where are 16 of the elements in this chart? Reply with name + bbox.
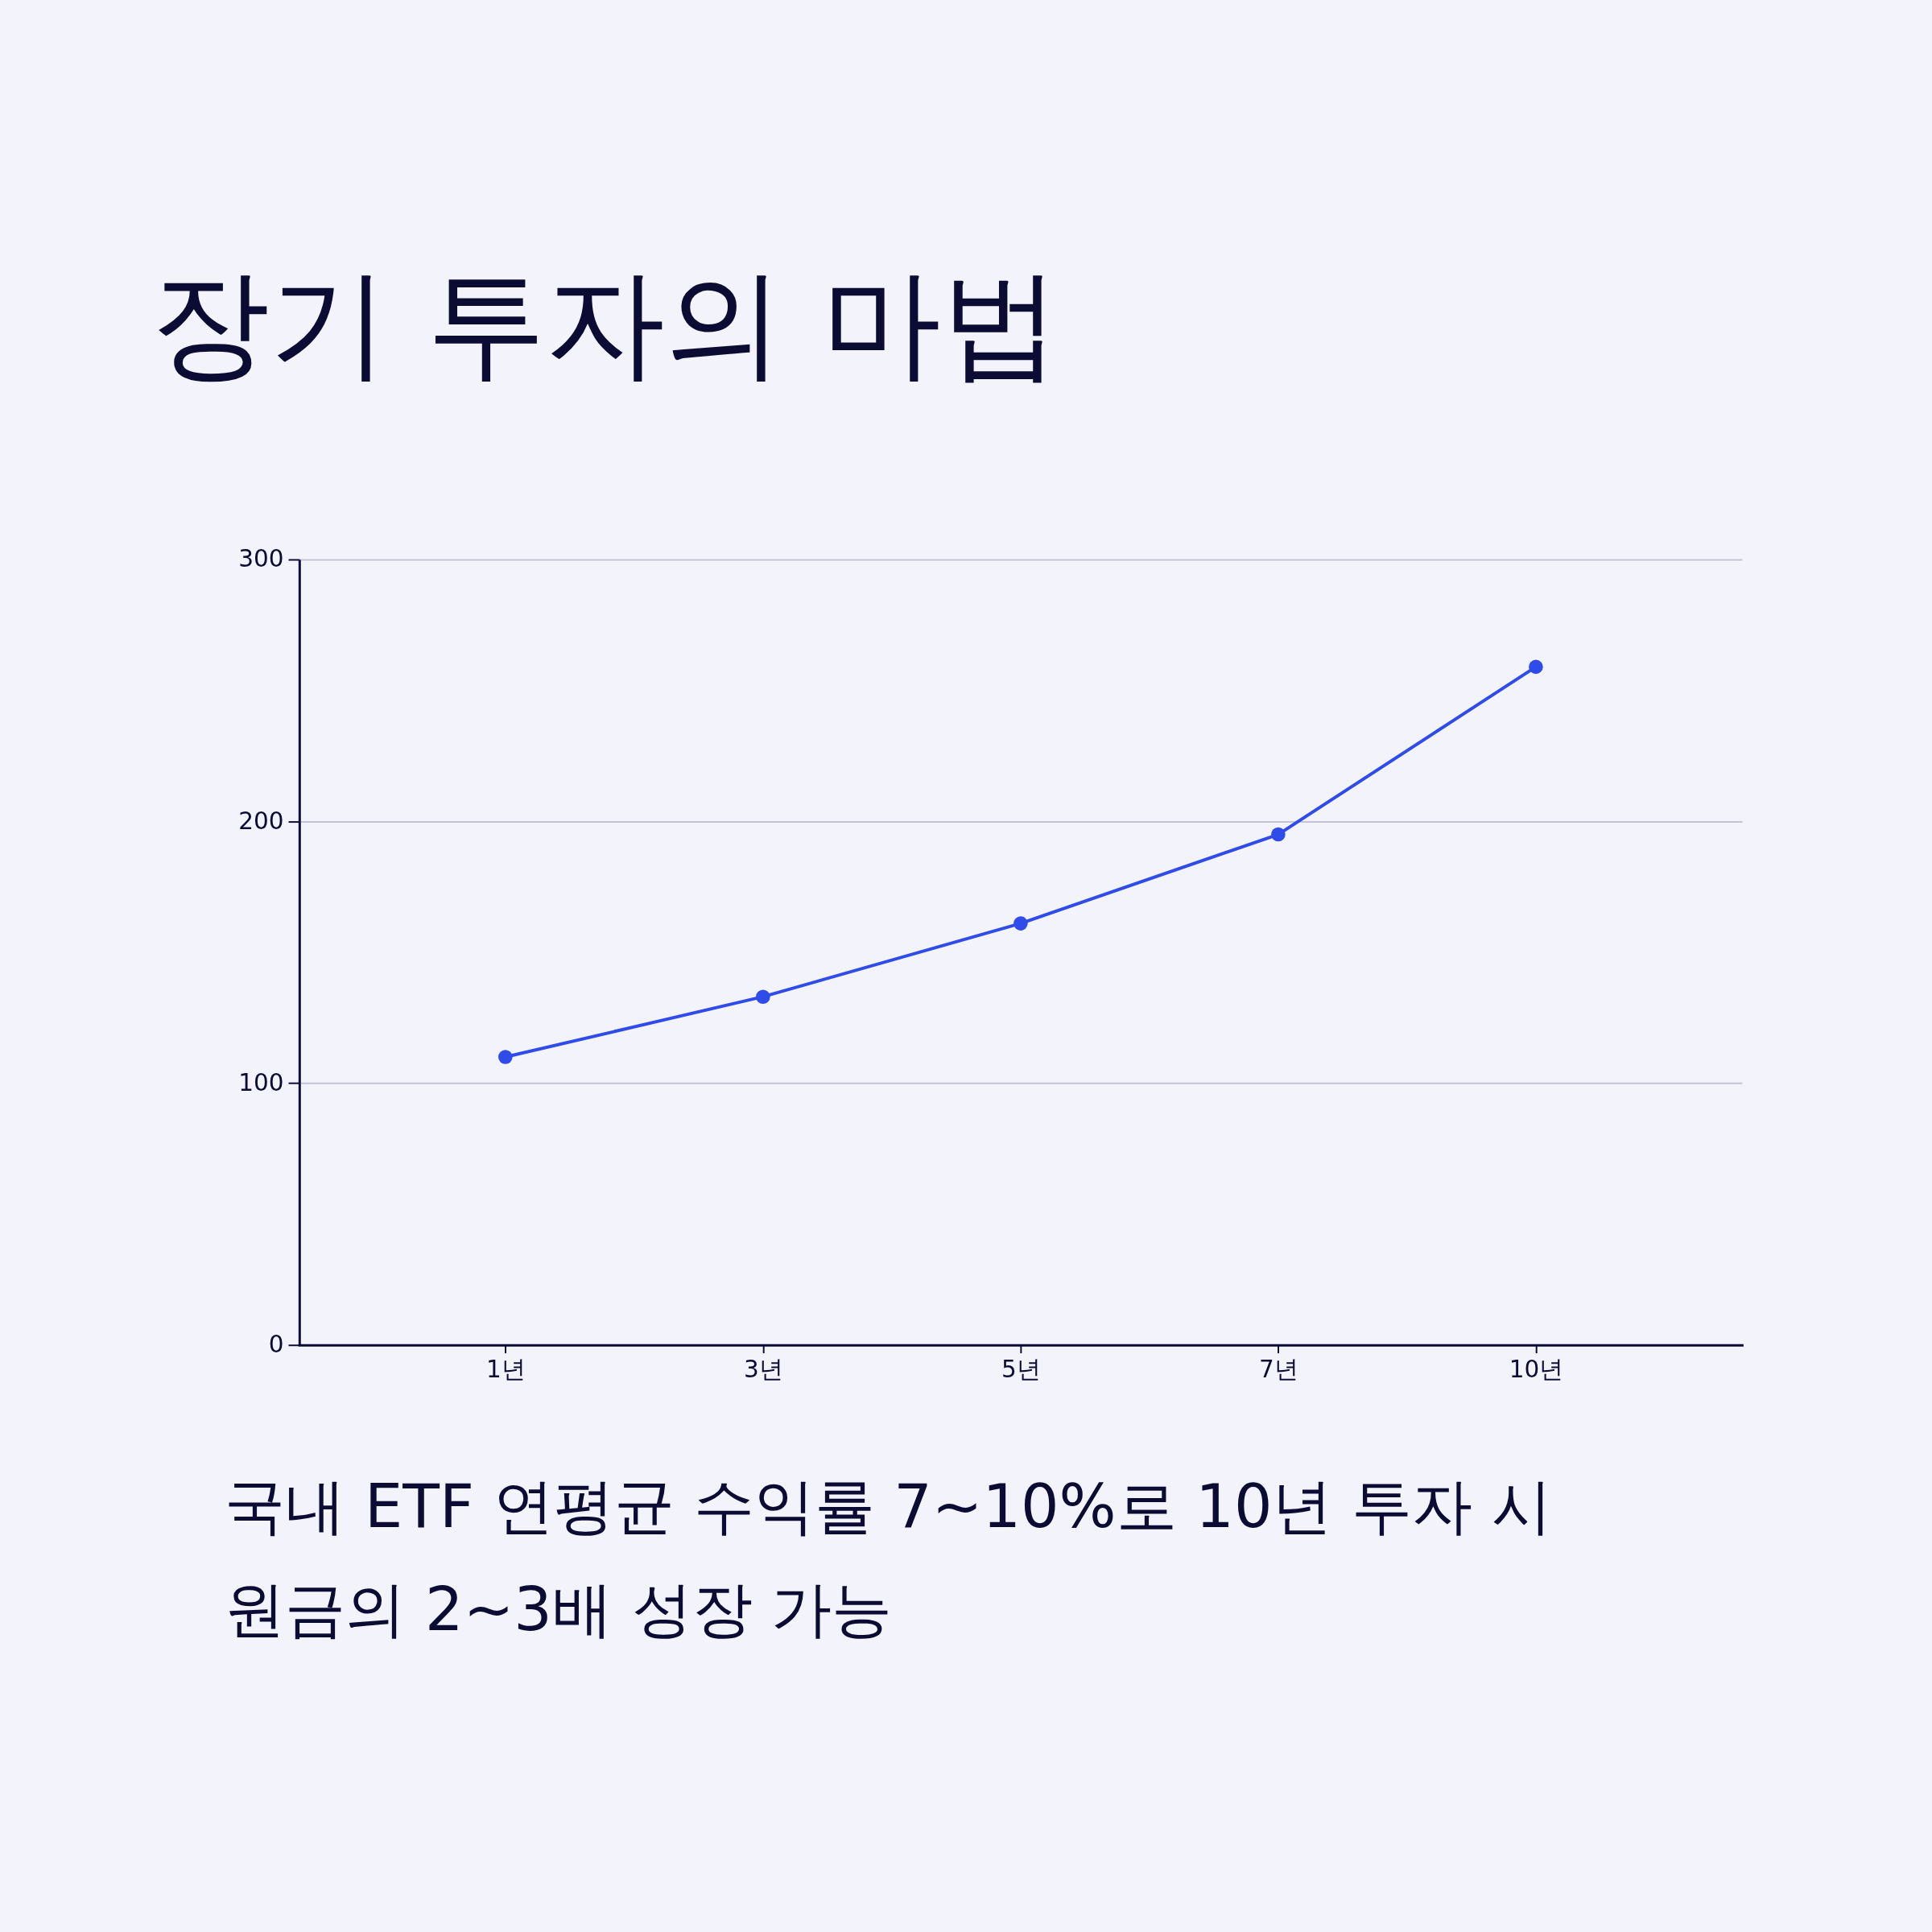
point	[1271, 827, 1286, 842]
point	[1529, 659, 1543, 675]
y-tick-label: 0	[268, 1331, 284, 1359]
x-tick-label: 10년	[1509, 1355, 1564, 1383]
x-tick-label: 1년	[485, 1355, 526, 1383]
y-tick-label: 100	[238, 1068, 284, 1096]
point	[756, 989, 770, 1004]
x-tick-label: 5년	[1001, 1355, 1041, 1383]
y-tick-label: 300	[238, 545, 284, 573]
point	[1013, 916, 1028, 931]
x-tick-label: 3년	[743, 1355, 783, 1383]
point	[498, 1050, 513, 1064]
x-tick-label: 7년	[1258, 1355, 1298, 1383]
chart-title: 장기 투자의 마법	[150, 254, 1060, 394]
text: 국내 ETF 연평균 수익률 7~10%로 10년 투자 시 원금의 2~3배 성장 가능	[225, 1471, 1553, 1645]
y-tick-label: 200	[238, 807, 284, 835]
